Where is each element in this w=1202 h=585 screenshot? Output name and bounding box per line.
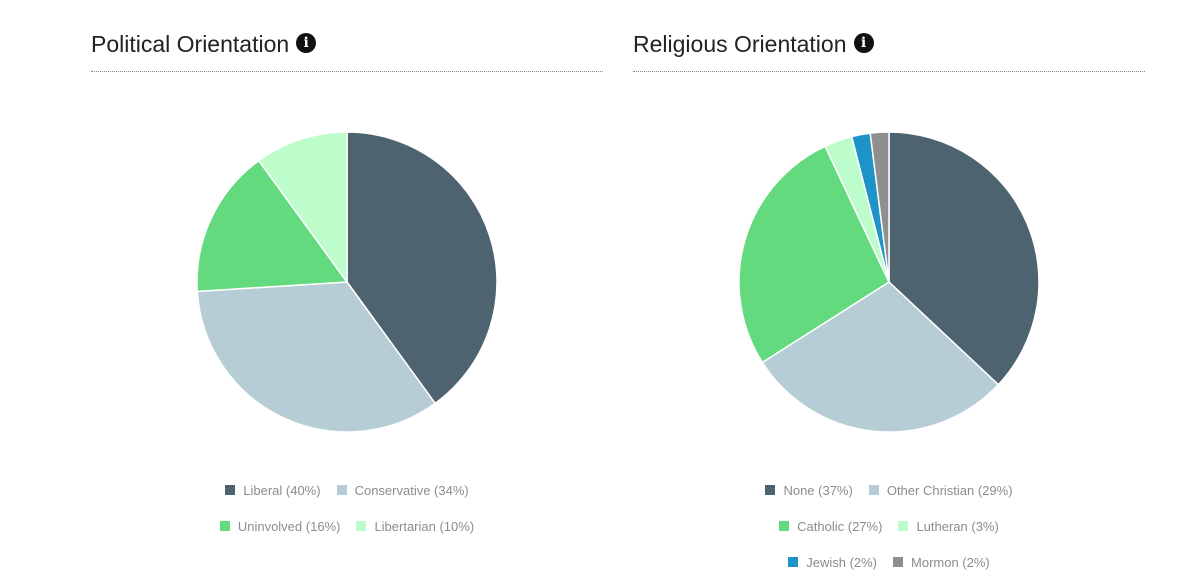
info-icon[interactable]: i	[296, 33, 317, 53]
chart-legend: None (37%) Other Christian (29%) Catholic …	[633, 472, 1145, 580]
legend-label: Liberal (40%)	[243, 482, 321, 498]
legend-swatch	[765, 485, 776, 495]
legend-row: Jewish (2%) Mormon (2%)	[633, 544, 1145, 580]
panel-header: Political Orientation i	[91, 28, 603, 72]
legend-swatch	[779, 521, 790, 531]
legend-swatch	[893, 557, 904, 567]
legend-swatch	[788, 557, 799, 567]
panel-header: Religious Orientation i	[633, 28, 1145, 72]
legend-item[interactable]: Lutheran (3%)	[898, 518, 999, 534]
legend-swatch	[868, 485, 879, 495]
religious-orientation-panel: Religious Orientation i None (37%) Other …	[633, 0, 1145, 585]
legend-item[interactable]: Mormon (2%)	[893, 555, 990, 570]
chart-title: Political Orientation	[91, 31, 290, 57]
pie-slice[interactable]	[761, 281, 1000, 433]
legend-row: Uninvolved (16%) Libertarian (10%)	[91, 508, 603, 544]
pie-slice[interactable]	[888, 131, 1040, 386]
legend-label: Mormon (2%)	[911, 554, 990, 570]
pie-slice[interactable]	[738, 145, 890, 364]
legend-label: Conservative (34%)	[354, 482, 469, 498]
legend-row: None (37%) Other Christian (29%)	[633, 472, 1145, 508]
pie-slice[interactable]	[257, 131, 348, 285]
legend-item[interactable]: Liberal (40%)	[225, 482, 321, 498]
legend-row: Catholic (27%) Lutheran (3%)	[633, 508, 1145, 544]
legend-item[interactable]: Conservative (34%)	[336, 482, 469, 498]
legend-label: Catholic (27%)	[797, 518, 883, 534]
legend-item[interactable]: Libertarian (10%)	[356, 519, 474, 534]
legend-swatch	[219, 521, 230, 531]
pie-slice[interactable]	[196, 281, 437, 433]
legend-item[interactable]: Other Christian (29%)	[868, 482, 1013, 498]
political-pie-chart	[196, 131, 498, 433]
legend-label: Jewish (2%)	[806, 554, 878, 570]
chart-title: Religious Orientation	[633, 31, 847, 57]
legend-label: Other Christian (29%)	[886, 482, 1013, 498]
chart-legend: Liberal (40%) Conservative (34%) Uninvolve…	[91, 472, 603, 544]
religious-pie-chart	[738, 131, 1040, 433]
legend-item[interactable]: None (37%)	[765, 482, 853, 498]
info-icon[interactable]: i	[853, 33, 874, 53]
pie-slice[interactable]	[869, 131, 890, 283]
pie-slice[interactable]	[196, 159, 349, 293]
legend-label: Libertarian (10%)	[374, 518, 475, 534]
legend-swatch	[356, 521, 367, 531]
political-orientation-panel: Political Orientation i Liberal (40%) Con…	[91, 0, 603, 585]
legend-label: Lutheran (3%)	[916, 518, 999, 534]
legend-swatch	[336, 485, 347, 495]
legend-row: Liberal (40%) Conservative (34%)	[91, 472, 603, 508]
legend-label: None (37%)	[783, 482, 853, 498]
legend-item[interactable]: Uninvolved (16%)	[219, 518, 341, 534]
legend-swatch	[898, 521, 909, 531]
legend-item[interactable]: Jewish (2%)	[788, 555, 877, 570]
legend-label: Uninvolved (16%)	[237, 518, 341, 534]
legend-swatch	[225, 485, 236, 495]
pie-slice[interactable]	[346, 131, 498, 405]
legend-item[interactable]: Catholic (27%)	[779, 519, 882, 534]
